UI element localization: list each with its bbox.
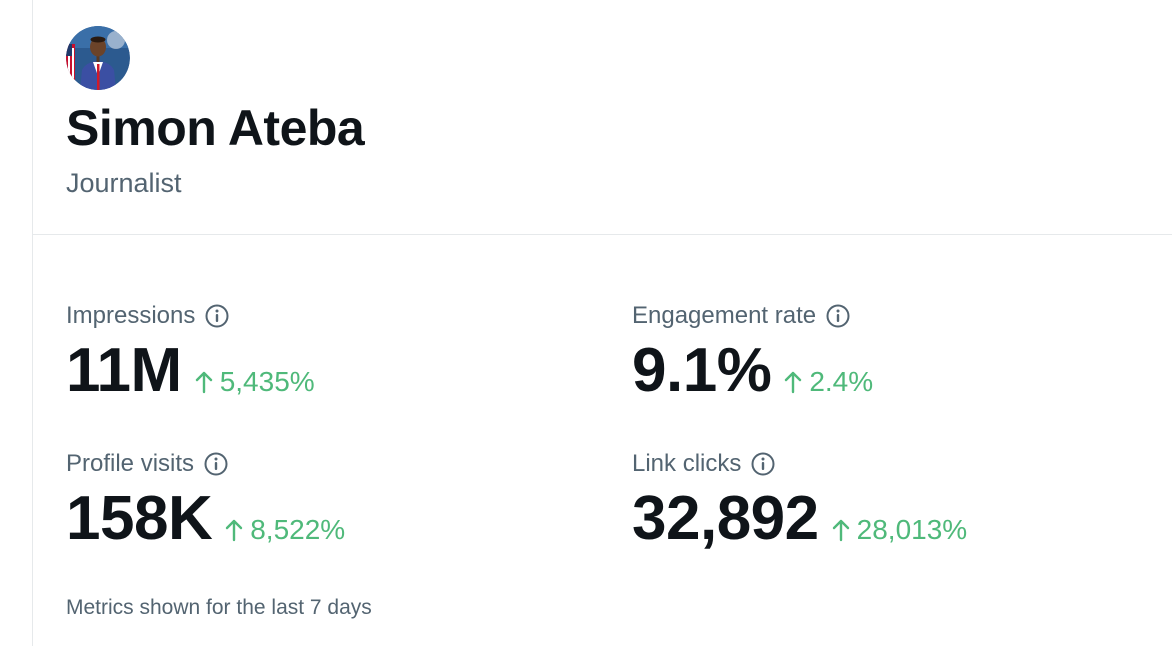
info-circle-icon[interactable]: [750, 451, 776, 477]
metrics-period-note: Metrics shown for the last 7 days: [66, 596, 372, 619]
metric-label: Engagement rate: [632, 302, 817, 329]
profile-header: Simon Ateba Journalist: [33, 0, 1172, 235]
arrow-up-icon: [224, 516, 244, 542]
info-circle-icon[interactable]: [825, 303, 851, 329]
avatar-photo: [66, 26, 130, 90]
metric-label-row: Link clicks: [632, 448, 776, 480]
metric-change: 28,013%: [831, 513, 968, 547]
metric-change: 5,435%: [194, 365, 315, 399]
arrow-up-icon: [783, 368, 803, 394]
metric-label-row: Engagement rate: [632, 300, 851, 332]
metric-label: Profile visits: [66, 450, 195, 477]
metric-change: 2.4%: [783, 365, 873, 399]
analytics-card: Simon Ateba Journalist Impressions 11M: [32, 0, 1172, 646]
arrow-up-icon: [831, 516, 851, 542]
metric-link-clicks: Link clicks 32,892 28,013%: [632, 448, 1152, 578]
metric-value: 11M: [66, 336, 182, 405]
metric-value: 32,892: [632, 484, 819, 553]
metric-change-value: 5,435%: [219, 366, 315, 397]
metric-value-row: 32,892 28,013%: [632, 484, 967, 554]
metric-change-value: 8,522%: [250, 514, 346, 545]
metric-value-row: 9.1% 2.4%: [632, 336, 873, 406]
metric-value: 158K: [66, 484, 213, 553]
metric-engagement-rate: Engagement rate 9.1% 2.4%: [632, 300, 1152, 430]
metric-value-row: 11M 5,435%: [66, 336, 315, 406]
metric-impressions: Impressions 11M 5,435%: [66, 300, 586, 430]
metric-label-row: Profile visits: [66, 448, 229, 480]
metric-change: 8,522%: [224, 513, 345, 547]
metric-value: 9.1%: [632, 336, 772, 405]
metric-label: Impressions: [66, 302, 196, 329]
metric-change-value: 28,013%: [856, 514, 968, 545]
metric-value-row: 158K 8,522%: [66, 484, 345, 554]
info-circle-icon[interactable]: [203, 451, 229, 477]
metric-change-value: 2.4%: [809, 366, 874, 397]
avatar[interactable]: [66, 26, 130, 90]
profile-name: Simon Ateba: [66, 100, 365, 156]
arrow-up-icon: [194, 368, 214, 394]
info-circle-icon[interactable]: [204, 303, 230, 329]
metric-profile-visits: Profile visits 158K 8,522%: [66, 448, 586, 578]
profile-bio: Journalist: [66, 168, 182, 198]
metric-label-row: Impressions: [66, 300, 230, 332]
metric-label: Link clicks: [632, 450, 742, 477]
